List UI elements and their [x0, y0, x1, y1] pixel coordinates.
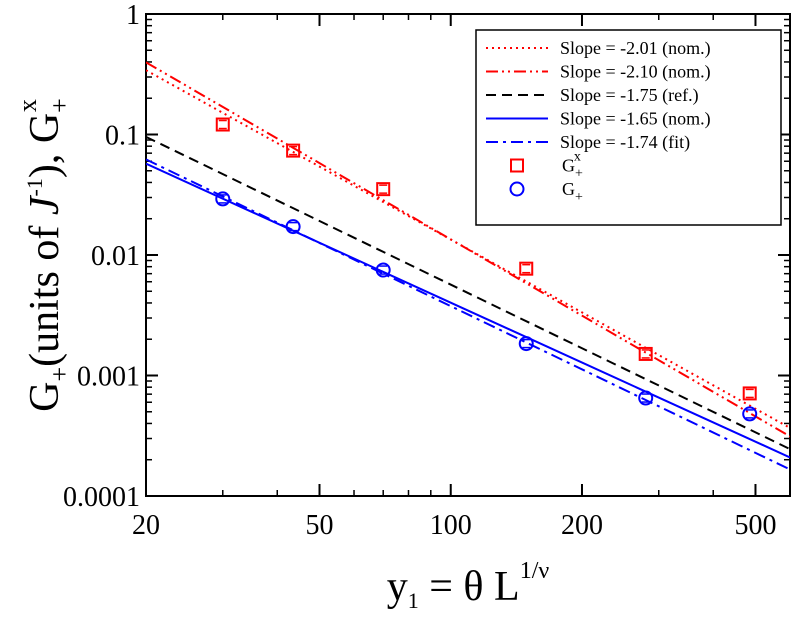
y-tick-label: 0.1 — [105, 121, 140, 152]
marker-G+x — [215, 117, 230, 132]
legend-label-slope-201-nom: Slope = -2.01 (nom.) — [560, 38, 711, 59]
legend-marker-G+x — [510, 158, 524, 173]
y-tick-label: 0.01 — [91, 241, 140, 272]
line-slope-165-nom — [146, 162, 790, 459]
legend-marker-G+ — [509, 181, 525, 197]
legend-label-G+: G+ — [562, 179, 583, 205]
x-axis-title: y1 = θ L1/ν — [387, 558, 550, 613]
legend-label-slope-174-fit: Slope = -1.74 (fit) — [560, 132, 690, 153]
tick-marks — [145, 13, 791, 497]
legend-label-slope-165-nom: Slope = -1.65 (nom.) — [560, 109, 711, 130]
marker-G+x — [376, 182, 391, 197]
fit-lines — [146, 61, 790, 471]
y-tick-label: 0.0001 — [63, 482, 140, 513]
line-slope-201-nom — [146, 69, 790, 429]
tick-labels: 20 50 100 200 500 0.0001 0.001 0.01 0.1 1 — [63, 0, 776, 541]
marker-G+ — [215, 191, 231, 207]
legend-box — [475, 29, 782, 226]
marker-G+ — [742, 406, 758, 422]
marker-G+x — [638, 346, 653, 361]
x-tick-label: 50 — [305, 510, 333, 541]
x-tick-label: 100 — [430, 510, 472, 541]
data-markers — [215, 117, 758, 422]
legend-label-slope-175-ref: Slope = -1.75 (ref.) — [560, 85, 699, 106]
line-slope-175-ref — [146, 135, 790, 451]
y-tick-label: 1 — [126, 0, 140, 31]
marker-G+x — [742, 386, 757, 401]
marker-G+x — [286, 143, 301, 158]
marker-G+ — [638, 390, 654, 406]
line-slope-174-fit — [146, 158, 790, 471]
y-tick-label: 0.001 — [77, 362, 140, 393]
line-slope-210-nom — [146, 61, 790, 438]
x-tick-label: 20 — [132, 510, 160, 541]
marker-G+ — [518, 336, 534, 352]
marker-G+ — [285, 219, 301, 235]
legend-label-slope-210-nom: Slope = -2.10 (nom.) — [560, 62, 711, 83]
marker-G+x — [519, 261, 534, 276]
x-tick-label: 500 — [734, 510, 776, 541]
x-tick-label: 200 — [561, 510, 603, 541]
marker-G+ — [375, 262, 391, 278]
legend-label-G+x: G+x — [562, 150, 583, 182]
legend: Slope = -2.01 (nom.) Slope = -2.10 (nom.)… — [475, 29, 782, 226]
y-axis-title: G+(units of J-1), G+x — [13, 98, 74, 412]
